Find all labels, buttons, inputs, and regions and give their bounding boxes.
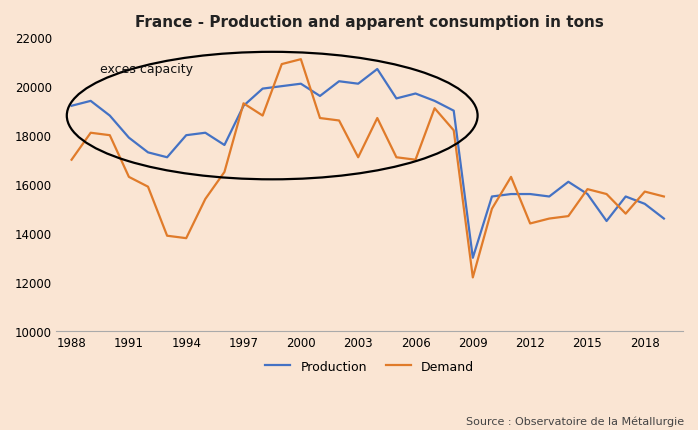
Line: Demand: Demand [72, 60, 664, 278]
Production [660, 216, 668, 221]
Demand [144, 184, 152, 190]
Production [545, 194, 554, 200]
Demand [564, 214, 572, 219]
Demand [450, 129, 458, 134]
Production [163, 155, 171, 160]
Line: Production: Production [72, 70, 664, 258]
Production [488, 194, 496, 200]
Production [468, 255, 477, 261]
Demand [431, 106, 439, 111]
Demand [660, 194, 668, 200]
Production [641, 202, 649, 207]
Production [411, 92, 419, 97]
Production [201, 131, 209, 136]
Demand [526, 221, 535, 227]
Demand [411, 158, 419, 163]
Production [526, 192, 535, 197]
Text: exces capacity: exces capacity [101, 63, 193, 76]
Production [373, 67, 382, 72]
Demand [373, 116, 382, 121]
Demand [297, 58, 305, 63]
Demand [335, 119, 343, 124]
Production [239, 104, 248, 109]
Production [105, 114, 114, 119]
Production [564, 180, 572, 185]
Legend: Production, Demand: Production, Demand [260, 355, 479, 378]
Production [125, 136, 133, 141]
Production [431, 99, 439, 104]
Production [450, 109, 458, 114]
Production [621, 194, 630, 200]
Demand [621, 212, 630, 217]
Demand [488, 207, 496, 212]
Production [258, 87, 267, 92]
Text: Source : Observatoire de la Métallurgie: Source : Observatoire de la Métallurgie [466, 415, 684, 426]
Production [584, 192, 592, 197]
Demand [545, 216, 554, 221]
Demand [182, 236, 191, 241]
Production [507, 192, 515, 197]
Demand [221, 170, 229, 175]
Demand [641, 190, 649, 195]
Demand [278, 62, 286, 68]
Demand [507, 175, 515, 180]
Demand [468, 275, 477, 280]
Production [335, 80, 343, 85]
Production [354, 82, 362, 87]
Production [602, 219, 611, 224]
Title: France - Production and apparent consumption in tons: France - Production and apparent consump… [135, 15, 604, 30]
Demand [392, 155, 401, 160]
Demand [105, 133, 114, 138]
Production [392, 97, 401, 102]
Demand [68, 158, 76, 163]
Demand [602, 192, 611, 197]
Production [297, 82, 305, 87]
Production [87, 99, 95, 104]
Demand [163, 233, 171, 239]
Demand [584, 187, 592, 192]
Demand [125, 175, 133, 180]
Demand [239, 101, 248, 107]
Production [278, 84, 286, 89]
Demand [315, 116, 324, 121]
Production [68, 104, 76, 109]
Production [315, 94, 324, 99]
Production [182, 133, 191, 138]
Demand [354, 155, 362, 160]
Demand [258, 114, 267, 119]
Production [144, 150, 152, 156]
Demand [201, 197, 209, 202]
Production [221, 143, 229, 148]
Demand [87, 131, 95, 136]
